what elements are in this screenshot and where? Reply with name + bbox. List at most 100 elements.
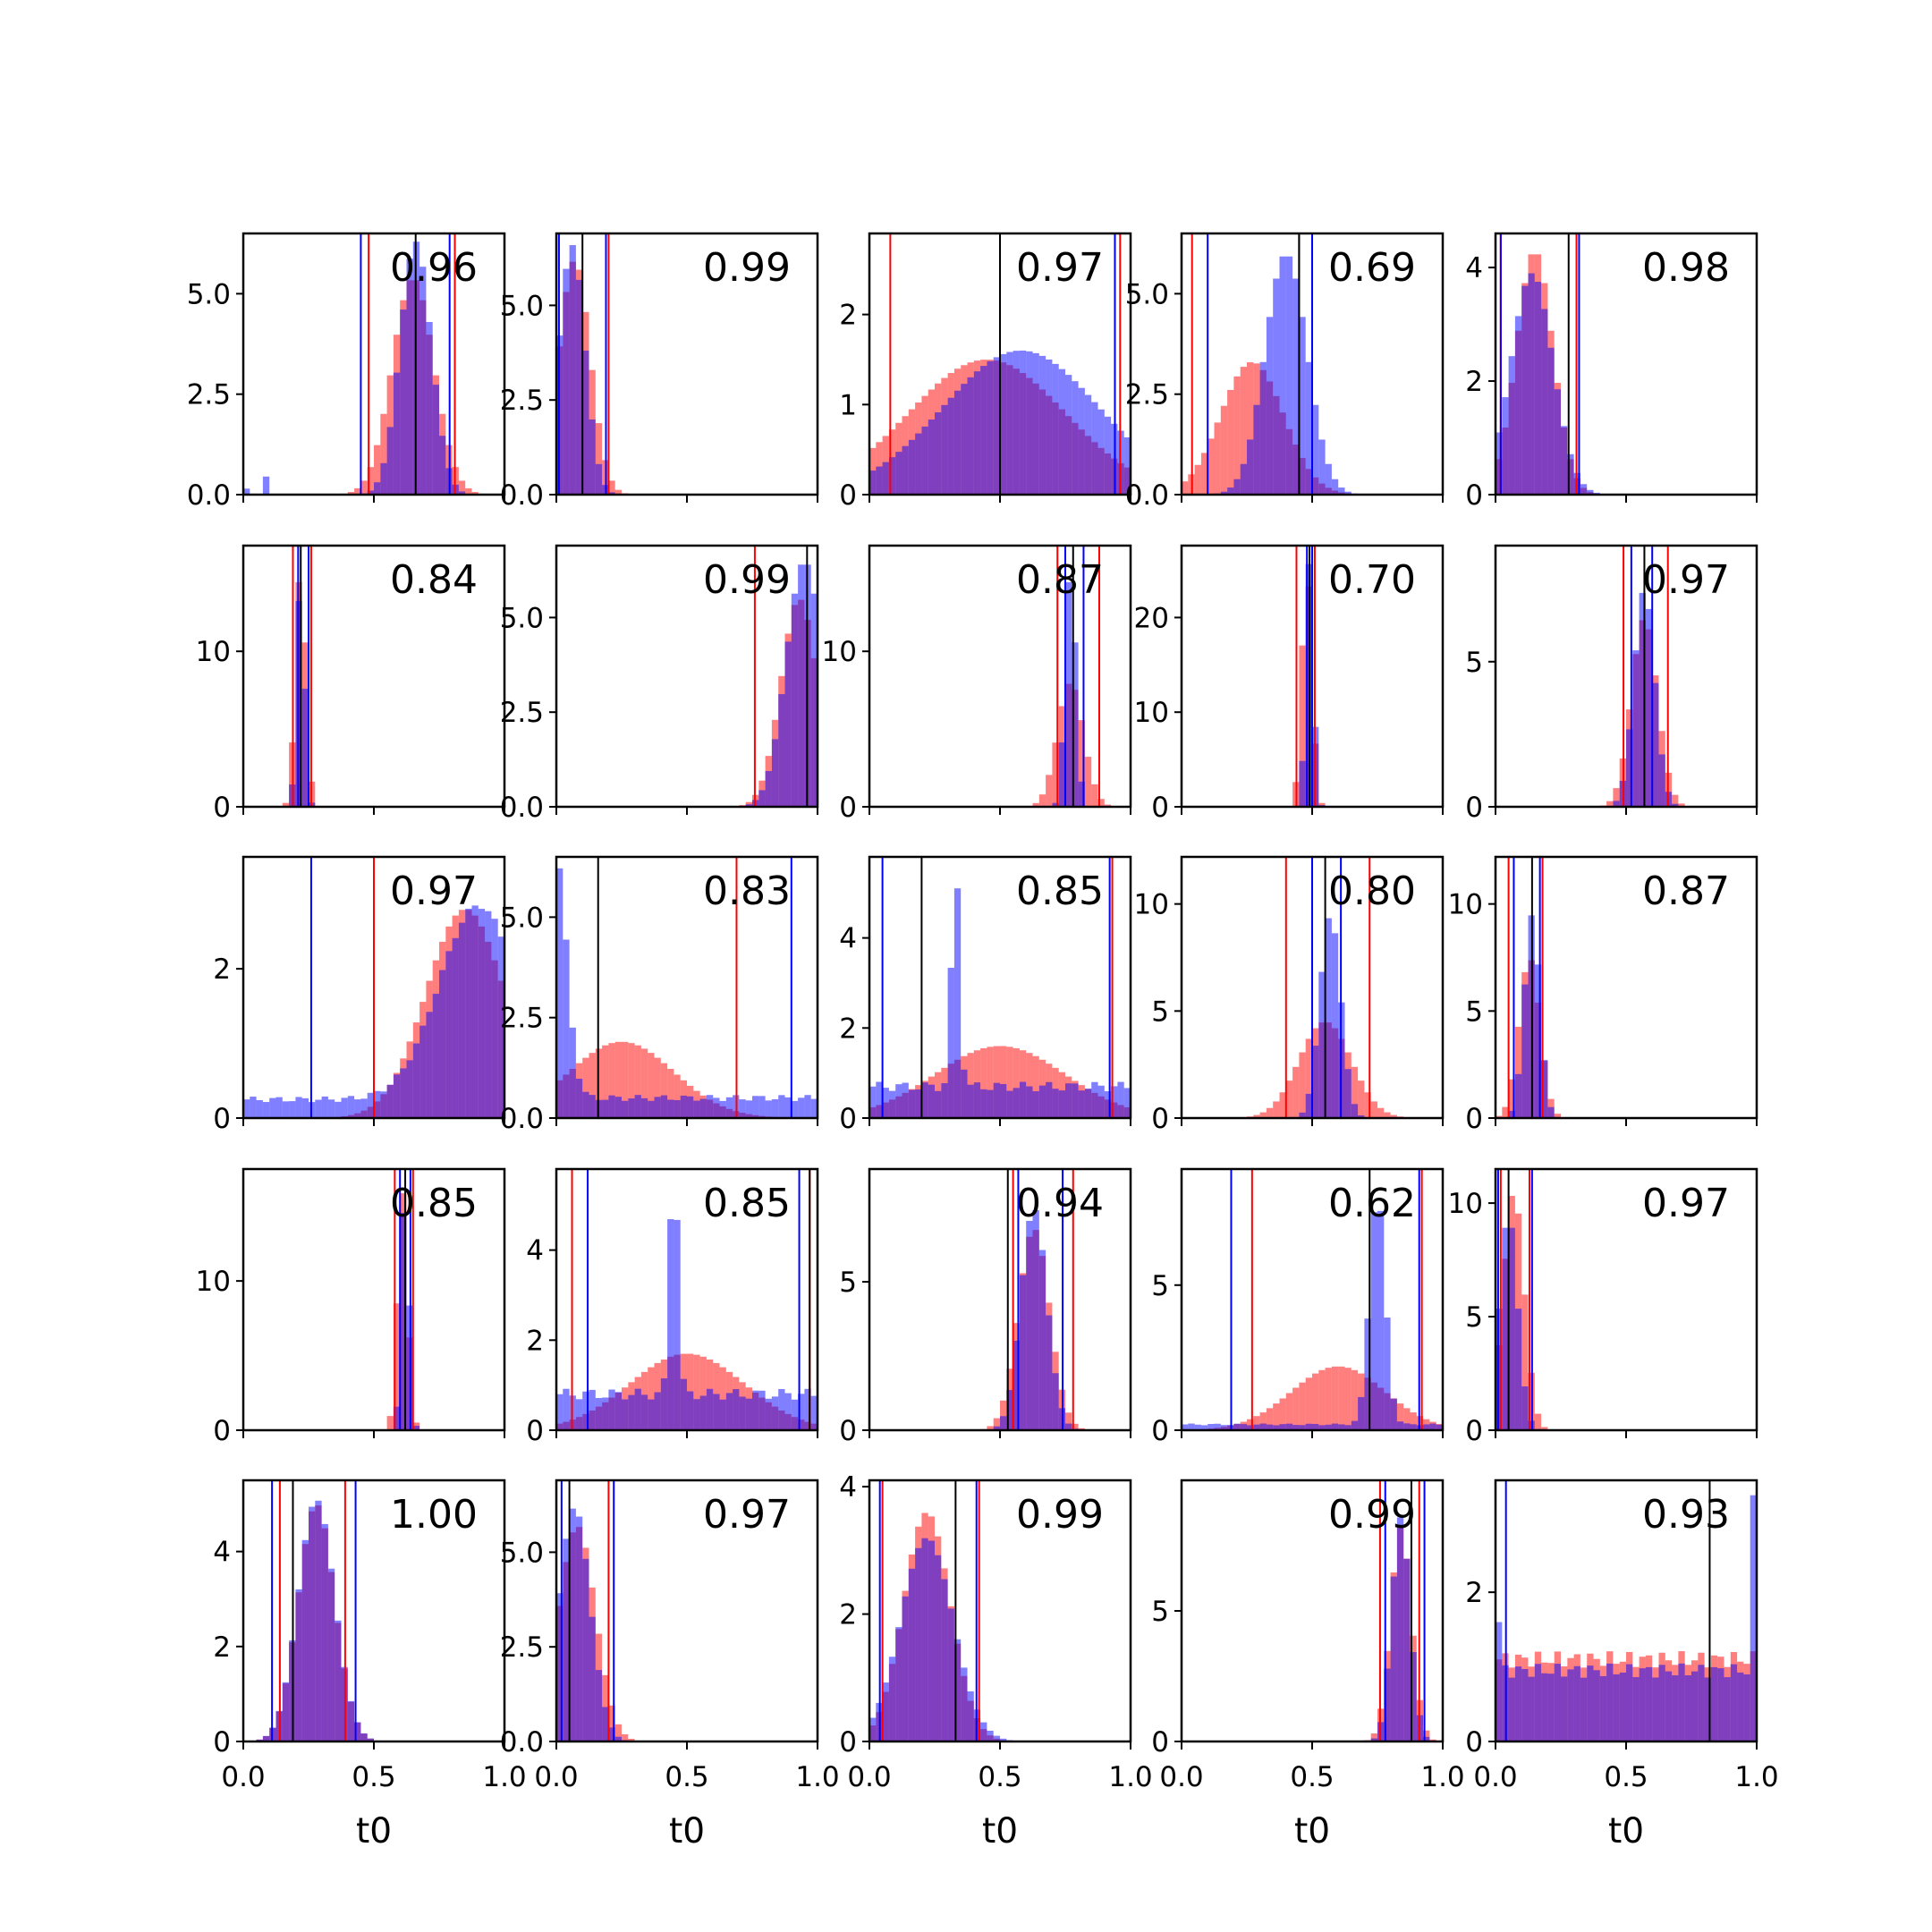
plot-area	[1182, 233, 1359, 495]
y-tick-label: 0	[839, 1103, 857, 1135]
red-histogram-bar	[628, 1739, 635, 1741]
subplot-1-3: 0 10 20 0.70	[1134, 544, 1445, 824]
blue-histogram-bar	[1058, 369, 1065, 495]
blue-histogram-bar	[1233, 1423, 1241, 1430]
x-axis-label: t0	[982, 1811, 1018, 1852]
blue-histogram-bar	[569, 1508, 576, 1741]
blue-histogram-bar	[993, 1082, 1000, 1118]
blue-histogram-bar	[563, 268, 570, 495]
blue-histogram-bar	[1006, 352, 1013, 495]
blue-histogram-bar	[1233, 479, 1241, 495]
blue-histogram-bar	[1019, 1275, 1027, 1430]
blue-histogram-bar	[888, 457, 896, 495]
blue-histogram-bar	[1038, 355, 1046, 495]
correlation-annotation: 0.99	[1016, 1492, 1104, 1538]
blue-histogram-bar	[804, 1095, 811, 1118]
blue-histogram-bar	[1496, 432, 1503, 495]
blue-histogram-bar	[1097, 409, 1105, 495]
blue-histogram-bar	[1587, 489, 1594, 495]
blue-histogram-bar	[628, 1098, 635, 1118]
blue-histogram-bar	[693, 1399, 700, 1430]
y-tick-label: 2.5	[500, 1003, 544, 1035]
blue-histogram-bar	[895, 452, 902, 495]
red-histogram-bar	[1554, 1114, 1561, 1118]
y-tick-label: 2.5	[500, 385, 544, 417]
blue-histogram-bar	[1123, 436, 1131, 495]
y-tick-label: 10	[1134, 697, 1169, 729]
y-tick-label: 5.0	[187, 278, 231, 310]
blue-histogram-bar	[947, 1608, 954, 1741]
blue-histogram-bar	[1046, 1315, 1053, 1430]
blue-histogram-bar	[1384, 1318, 1391, 1430]
blue-histogram-bar	[1626, 729, 1633, 807]
subplot-2-4: 0 5 10 0.87	[1448, 855, 1758, 1135]
blue-histogram-bar	[1253, 404, 1260, 495]
y-tick-label: 2	[213, 953, 231, 986]
red-histogram-bar	[1046, 775, 1053, 807]
blue-histogram-bar	[1370, 1212, 1377, 1430]
blue-histogram-bar	[1619, 1672, 1626, 1741]
blue-histogram-bar	[491, 919, 498, 1118]
blue-histogram-bar	[1318, 1425, 1326, 1430]
blue-histogram-bar	[1052, 802, 1059, 807]
y-tick-label: 0.0	[187, 479, 231, 512]
y-tick-label: 10	[1448, 889, 1483, 921]
blue-histogram-bar	[432, 385, 439, 495]
y-tick-label: 5	[1151, 1596, 1169, 1628]
blue-histogram-bar	[928, 1084, 935, 1118]
blue-histogram-bar	[1508, 1227, 1515, 1430]
blue-histogram-bar	[798, 564, 805, 807]
red-histogram-bar	[360, 480, 368, 495]
blue-histogram-bar	[640, 1394, 648, 1430]
red-histogram-bar	[1613, 788, 1620, 807]
blue-histogram-bar	[575, 1516, 583, 1741]
red-histogram-bar	[1182, 481, 1189, 495]
blue-histogram-bar	[1403, 1558, 1411, 1741]
y-tick-label: 10	[196, 1266, 231, 1298]
subplot-4-2: 0 2 4 0.0 0.5 1.0 t0 0.99	[839, 1471, 1152, 1852]
red-histogram-bar	[1233, 376, 1241, 495]
blue-histogram-bar	[412, 1426, 420, 1430]
blue-histogram-bar	[1006, 1090, 1013, 1118]
blue-histogram-bar	[784, 1097, 792, 1118]
blue-histogram-bar	[1521, 984, 1529, 1118]
blue-histogram-bar	[928, 1540, 935, 1741]
blue-histogram-bar	[758, 1096, 766, 1118]
blue-histogram-bar	[706, 1095, 714, 1118]
blue-histogram-bar	[1052, 1373, 1059, 1430]
y-tick-label: 0	[1151, 792, 1169, 824]
blue-histogram-bar	[589, 419, 596, 495]
y-tick-label: 5	[1151, 1270, 1169, 1302]
blue-histogram-bar	[719, 1399, 726, 1430]
plot-area	[1599, 546, 1691, 807]
blue-histogram-bar	[386, 427, 394, 495]
subplot-2-2: 0 2 4 0.85	[839, 855, 1132, 1135]
blue-histogram-bar	[719, 1100, 726, 1118]
blue-histogram-bar	[1724, 1677, 1731, 1741]
blue-histogram-bar	[301, 1097, 309, 1118]
subplot-0-2: 0 1 2 0.97	[839, 232, 1132, 512]
red-histogram-bar	[699, 1356, 707, 1430]
blue-histogram-bar	[810, 1098, 818, 1118]
red-histogram-bar	[1541, 1427, 1548, 1430]
red-histogram-bar	[1266, 1107, 1274, 1118]
blue-histogram-bar	[275, 1097, 283, 1118]
blue-histogram-bar	[1613, 801, 1620, 807]
blue-histogram-bar	[563, 939, 570, 1118]
y-tick-label: 0.0	[500, 792, 544, 824]
x-tick-label: 1.0	[795, 1761, 839, 1793]
blue-histogram-bar	[935, 1555, 942, 1741]
plot-area	[282, 546, 322, 807]
blue-histogram-bar	[1038, 1250, 1046, 1430]
red-histogram-bar	[282, 802, 290, 807]
blue-histogram-bar	[1097, 1085, 1105, 1118]
red-histogram-bar	[1312, 1373, 1319, 1430]
red-histogram-bar	[1390, 1114, 1397, 1118]
blue-histogram-bar	[282, 1101, 290, 1118]
blue-histogram-bar	[478, 909, 486, 1118]
x-tick-label: 1.0	[1108, 1761, 1152, 1793]
plot-area	[1285, 546, 1326, 807]
red-histogram-bar	[1194, 464, 1201, 495]
blue-histogram-bar	[1502, 397, 1509, 495]
red-histogram-bar	[1534, 1413, 1542, 1430]
